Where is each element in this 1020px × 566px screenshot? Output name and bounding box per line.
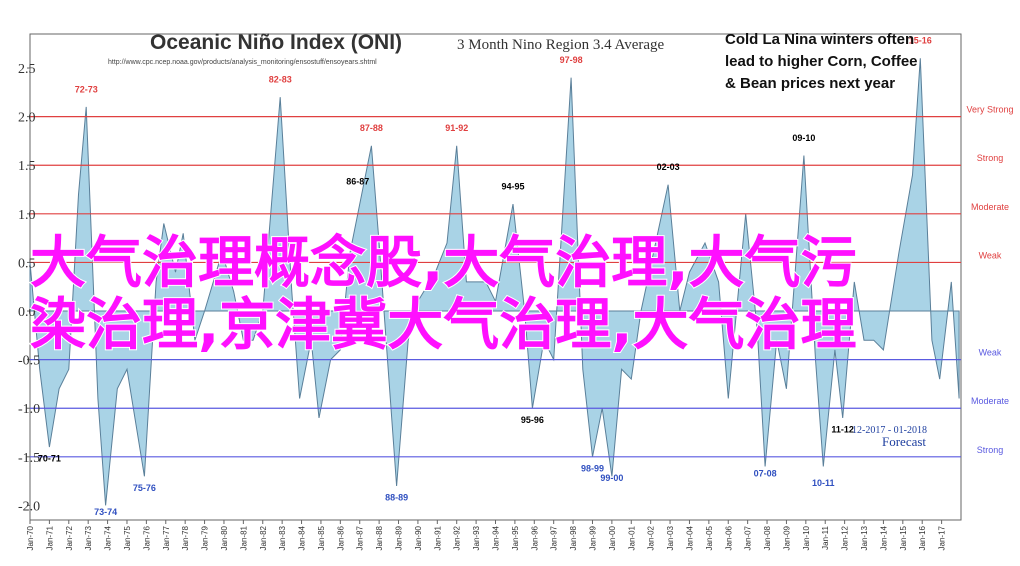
x-tick-label: Jan-00 (608, 525, 617, 550)
event-label: 07-08 (754, 468, 777, 478)
event-label: 98-99 (581, 463, 604, 473)
event-label: 11-12 (831, 425, 854, 435)
threshold-label: Strong (977, 445, 1004, 455)
threshold-label: Very Strong (966, 105, 1013, 115)
y-tick-label: -0.5 (18, 354, 40, 369)
x-tick-label: Jan-16 (918, 525, 927, 550)
x-tick-label: Jan-10 (802, 525, 811, 550)
x-tick-label: Jan-86 (336, 525, 345, 550)
threshold-label: Moderate (971, 202, 1009, 212)
x-tick-label: Jan-78 (181, 525, 190, 550)
x-tick-label: Jan-06 (724, 525, 733, 550)
x-tick-label: Jan-95 (511, 525, 520, 550)
y-tick-label: 1.0 (18, 208, 36, 223)
x-tick-label: Jan-91 (433, 525, 442, 550)
x-tick-label: Jan-83 (278, 525, 287, 550)
x-tick-label: Jan-85 (317, 525, 326, 550)
y-tick-label: 2.5 (18, 62, 36, 77)
x-tick-label: Jan-97 (550, 525, 559, 550)
event-label: 72-73 (75, 84, 98, 94)
x-tick-label: Jan-73 (84, 525, 93, 550)
threshold-label: Weak (979, 348, 1002, 358)
event-label: 86-87 (346, 177, 369, 187)
event-label: 75-76 (133, 483, 156, 493)
x-tick-label: Jan-70 (26, 525, 35, 550)
event-label: 10-11 (812, 478, 835, 488)
x-tick-label: Jan-96 (530, 525, 539, 550)
x-tick-label: Jan-14 (879, 525, 888, 550)
event-label: 09-10 (792, 133, 815, 143)
event-label: 02-03 (657, 162, 680, 172)
note-line: & Bean prices next year (725, 75, 895, 92)
x-tick-label: Jan-82 (259, 525, 268, 550)
event-label: 91-92 (445, 123, 468, 133)
x-tick-label: Jan-87 (356, 525, 365, 550)
overlay-text: 大气治理概念股,大气治理,大气污 (30, 231, 857, 296)
note-line: Cold La Nina winters often (725, 31, 914, 48)
x-tick-label: Jan-81 (239, 525, 248, 550)
forecast-label: Forecast (882, 434, 926, 449)
threshold-label: Moderate (971, 396, 1009, 406)
y-tick-label: 1.5 (18, 159, 36, 174)
event-label: 88-89 (385, 493, 408, 503)
x-tick-label: Jan-79 (201, 525, 210, 550)
x-tick-label: Jan-88 (375, 525, 384, 550)
y-tick-label: 2.0 (18, 111, 36, 126)
forecast-period: 12-2017 - 01-2018 (852, 425, 927, 436)
x-tick-label: Jan-15 (899, 525, 908, 550)
x-tick-label: Jan-94 (492, 525, 501, 550)
area (29, 58, 960, 506)
note-line: lead to higher Corn, Coffee (725, 53, 918, 70)
y-tick-label: -2.0 (18, 499, 40, 514)
source-url: http://www.cpc.ncep.noaa.gov/products/an… (108, 59, 377, 66)
event-label: 95-96 (521, 415, 544, 425)
event-label: 97-98 (560, 55, 583, 65)
event-label: 87-88 (360, 123, 383, 133)
x-tick-label: Jan-03 (666, 525, 675, 550)
event-label: 15-16 (909, 36, 932, 46)
x-tick-label: Jan-72 (65, 525, 74, 550)
x-tick-label: Jan-04 (685, 525, 694, 550)
x-tick-label: Jan-90 (414, 525, 423, 550)
x-tick-label: Jan-74 (104, 525, 113, 550)
chart-subtitle: 3 Month Nino Region 3.4 Average (457, 37, 665, 53)
y-tick-label: -1.5 (18, 451, 40, 466)
y-tick-label: 0.0 (18, 305, 36, 320)
threshold-label: Weak (979, 250, 1002, 260)
overlay-text: 染治理,京津冀大气治理,大气治理 (30, 293, 857, 358)
x-tick-label: Jan-92 (453, 525, 462, 550)
chart-title: Oceanic Niño Index (ONI) (150, 31, 402, 54)
x-tick-label: Jan-84 (298, 525, 307, 550)
x-tick-label: Jan-11 (821, 525, 830, 549)
event-label: 94-95 (501, 182, 524, 192)
event-label: 73-74 (94, 507, 117, 517)
x-tick-label: Jan-13 (860, 525, 869, 550)
plot: Very Strong Strong Moderate Weak Weak Moderat… (18, 36, 1014, 551)
x-tick-label: Jan-77 (162, 525, 171, 550)
x-tick-label: Jan-02 (647, 525, 656, 550)
event-label: 82-83 (269, 75, 292, 85)
x-tick-label: Jan-99 (588, 525, 597, 550)
x-tick-label: Jan-08 (763, 525, 772, 550)
x-tick-label: Jan-09 (782, 525, 791, 550)
event-label: 70-71 (38, 454, 61, 464)
x-tick-label: Jan-17 (938, 525, 947, 550)
x-tick-label: Jan-76 (142, 525, 151, 550)
y-tick-label: 0.5 (18, 256, 36, 271)
event-label: 99-00 (600, 473, 623, 483)
x-tick-label: Jan-98 (569, 525, 578, 550)
x-tick-label: Jan-01 (627, 525, 636, 550)
x-tick-label: Jan-75 (123, 525, 132, 550)
x-tick-label: Jan-71 (45, 525, 54, 550)
x-tick-label: Jan-80 (220, 525, 229, 550)
x-tick-label: Jan-07 (744, 525, 753, 550)
x-tick-label: Jan-89 (395, 525, 404, 550)
x-tick-label: Jan-05 (705, 525, 714, 550)
x-tick-label: Jan-12 (841, 525, 850, 550)
x-tick-label: Jan-93 (472, 525, 481, 550)
threshold-label: Strong (977, 153, 1004, 163)
y-tick-label: -1.0 (18, 402, 40, 417)
